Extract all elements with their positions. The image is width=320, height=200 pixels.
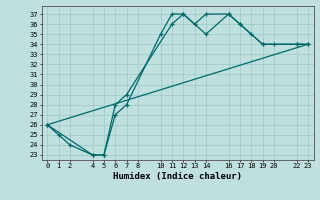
X-axis label: Humidex (Indice chaleur): Humidex (Indice chaleur) <box>113 172 242 181</box>
